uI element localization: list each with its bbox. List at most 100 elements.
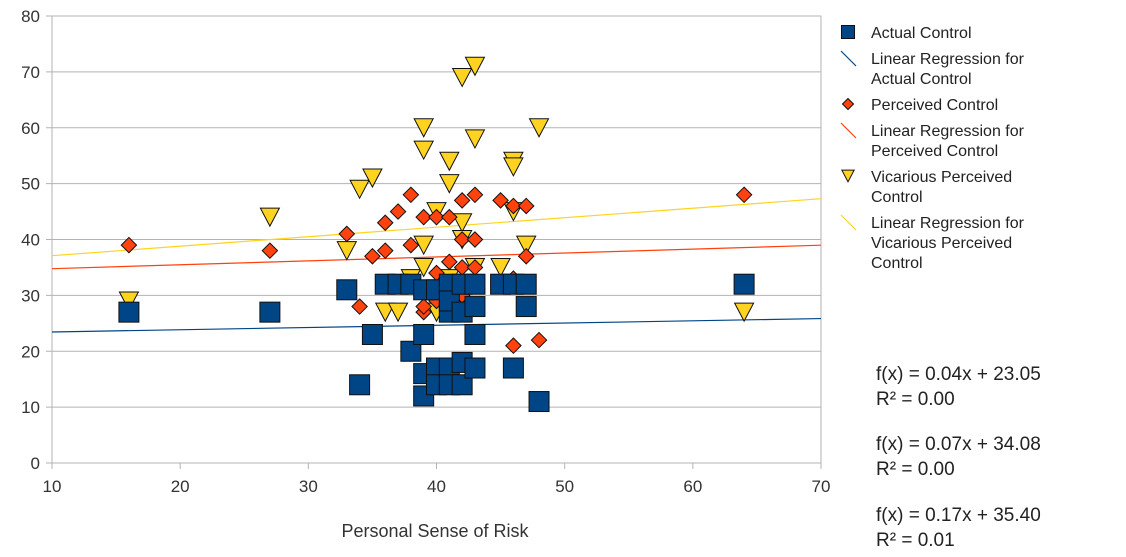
data-point-diamond xyxy=(261,242,279,260)
data-point-triangle-down xyxy=(387,302,409,323)
data-point-square xyxy=(336,279,358,301)
legend-label: Linear Regression for xyxy=(871,123,1025,140)
x-tick-label: 10 xyxy=(43,477,62,496)
data-point-triangle-down xyxy=(413,140,435,161)
data-point-triangle-down xyxy=(515,235,537,256)
data-point-square xyxy=(451,374,473,396)
y-tick-label: 70 xyxy=(21,63,40,82)
legend-swatch-triangle xyxy=(840,169,856,183)
grid-lines xyxy=(52,15,821,464)
legend-label: Linear Regression for xyxy=(871,215,1025,232)
data-point-triangle-down xyxy=(349,179,370,200)
data-point-diamond xyxy=(338,225,356,243)
legend-label: Vicarious Perceived xyxy=(871,169,1012,186)
legend-label: Vicarious Perceived xyxy=(871,235,1012,252)
data-point-square xyxy=(515,296,537,318)
legend-label: Perceived Control xyxy=(871,143,998,160)
legend-swatch-diamond xyxy=(841,97,855,111)
data-point-triangle-down xyxy=(413,257,435,278)
x-tick-label: 60 xyxy=(683,477,702,496)
data-point-diamond xyxy=(364,247,381,265)
y-tick-label: 30 xyxy=(21,286,40,305)
data-point-triangle-down xyxy=(451,213,473,233)
data-point-triangle-down xyxy=(528,118,550,138)
x-tick-label: 50 xyxy=(555,477,574,496)
x-tick-label: 40 xyxy=(427,477,446,496)
x-tick-label: 30 xyxy=(299,477,318,496)
data-point-triangle-down xyxy=(464,56,486,77)
data-point-square xyxy=(349,374,371,396)
y-tick-label: 40 xyxy=(21,231,40,250)
data-point-diamond xyxy=(505,197,522,215)
legend-swatch-line xyxy=(840,50,857,67)
x-tick-label: 20 xyxy=(171,477,190,496)
data-point-triangle-down xyxy=(733,302,755,323)
x-axis-title: Personal Sense of Risk xyxy=(341,521,529,541)
data-point-square xyxy=(464,296,486,318)
data-point-triangle-down xyxy=(336,241,358,261)
data-point-triangle-down xyxy=(438,174,460,194)
legend-label: Linear Regression for xyxy=(871,51,1025,68)
data-point-square xyxy=(515,273,537,295)
equation-r2: R² = 0.01 xyxy=(876,530,955,551)
y-axis: 0 10 20 30 40 50 60 70 80 xyxy=(21,7,52,473)
regression-lines xyxy=(51,198,822,333)
equation-fx: f(x) = 0.07x + 34.08 xyxy=(876,434,1041,455)
data-point-diamond xyxy=(517,247,535,265)
data-point-square xyxy=(502,357,524,379)
x-tick-label: 70 xyxy=(812,477,831,496)
data-point-diamond xyxy=(120,236,138,254)
y-tick-label: 80 xyxy=(21,7,40,26)
regression-line xyxy=(51,317,822,333)
data-point-square xyxy=(259,301,281,323)
equation-r2: R² = 0.00 xyxy=(876,389,955,410)
data-point-square xyxy=(733,273,755,295)
data-point-square xyxy=(464,357,486,379)
legend-swatch-square xyxy=(841,25,855,39)
data-point-square xyxy=(400,340,422,362)
data-point-diamond xyxy=(351,298,368,315)
legend-label: Control xyxy=(871,255,923,272)
data-point-diamond xyxy=(517,197,535,215)
legend-label: Control xyxy=(871,189,923,206)
data-point-triangle-down xyxy=(374,302,396,323)
legend-swatch-line xyxy=(840,122,857,139)
data-point-diamond xyxy=(453,231,471,248)
y-tick-label: 0 xyxy=(31,454,40,473)
data-point-triangle-down xyxy=(413,118,435,138)
data-point-diamond xyxy=(505,337,522,355)
data-point-diamond xyxy=(428,208,445,226)
data-point-diamond xyxy=(389,203,407,220)
y-tick-label: 10 xyxy=(21,398,40,417)
legend-label: Perceived Control xyxy=(871,97,998,114)
data-point-diamond xyxy=(466,186,484,204)
data-point-triangle-down xyxy=(259,207,281,228)
data-point-triangle-down xyxy=(451,67,473,88)
data-point-diamond xyxy=(415,208,433,226)
data-point-triangle-down xyxy=(490,257,511,278)
data-point-diamond xyxy=(735,186,753,204)
data-point-square xyxy=(118,301,140,323)
data-point-diamond xyxy=(453,192,471,209)
data-point-triangle-down xyxy=(503,157,524,177)
y-tick-label: 50 xyxy=(21,175,40,194)
data-point-diamond xyxy=(402,186,420,204)
x-axis: 10 20 30 40 50 60 70 xyxy=(43,463,831,496)
equation-fx: f(x) = 0.17x + 35.40 xyxy=(876,505,1041,526)
data-point-square xyxy=(361,323,383,345)
data-points xyxy=(118,56,755,413)
data-point-diamond xyxy=(492,192,509,209)
data-point-triangle-down xyxy=(438,151,460,172)
y-tick-label: 20 xyxy=(21,342,40,361)
data-point-diamond xyxy=(440,208,458,226)
data-point-diamond xyxy=(402,236,420,254)
data-point-triangle-down xyxy=(118,291,140,312)
data-point-square xyxy=(464,273,486,295)
data-point-square xyxy=(528,391,550,413)
data-point-square xyxy=(413,323,435,345)
data-point-diamond xyxy=(376,214,394,232)
data-point-square xyxy=(464,323,486,345)
regression-line xyxy=(51,198,822,257)
data-point-diamond xyxy=(376,242,394,260)
